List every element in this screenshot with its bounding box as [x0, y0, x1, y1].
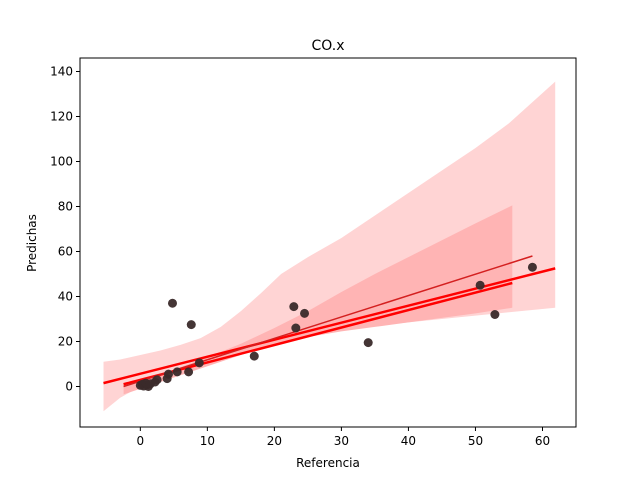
x-tick-label: 50: [468, 434, 483, 448]
data-point: [167, 298, 177, 308]
data-point: [152, 375, 162, 385]
y-tick-label: 40: [58, 290, 73, 304]
y-tick-label: 100: [50, 155, 73, 169]
data-point: [194, 358, 204, 368]
confidence-band: [103, 81, 556, 412]
data-point: [186, 320, 196, 330]
data-point: [172, 367, 182, 377]
data-point: [527, 262, 537, 272]
x-tick-label: 20: [267, 434, 282, 448]
x-tick-label: 30: [334, 434, 349, 448]
x-tick-label: 10: [200, 434, 215, 448]
confidence-bands: [103, 81, 556, 412]
data-point: [475, 280, 485, 290]
y-tick-label: 120: [50, 110, 73, 124]
x-axis-ticks: 0 10 20 30 40 50 60: [137, 427, 550, 448]
x-axis-label: Referencia: [296, 456, 360, 470]
data-point: [184, 367, 194, 377]
data-point: [363, 338, 373, 348]
data-point: [300, 308, 310, 318]
y-tick-label: 140: [50, 65, 73, 79]
data-points: [135, 262, 537, 391]
data-point: [249, 351, 259, 361]
data-point: [289, 302, 299, 312]
y-axis-ticks: 0 20 40 60 80 100 120 140: [50, 65, 80, 394]
data-point: [291, 323, 301, 333]
data-point: [490, 310, 500, 319]
y-tick-label: 20: [58, 335, 73, 349]
regression-line: [123, 281, 513, 386]
y-tick-label: 60: [58, 245, 73, 259]
y-axis-label: Predichas: [25, 214, 39, 272]
plot-frame: [79, 57, 577, 428]
y-tick-label: 0: [65, 380, 73, 394]
x-tick-label: 0: [137, 434, 145, 448]
x-tick-label: 60: [535, 434, 550, 448]
regression-line: [123, 255, 533, 388]
x-tick-label: 40: [401, 434, 416, 448]
y-tick-label: 80: [58, 200, 73, 214]
chart-title: CO.x: [312, 38, 345, 54]
data-point: [163, 369, 173, 379]
